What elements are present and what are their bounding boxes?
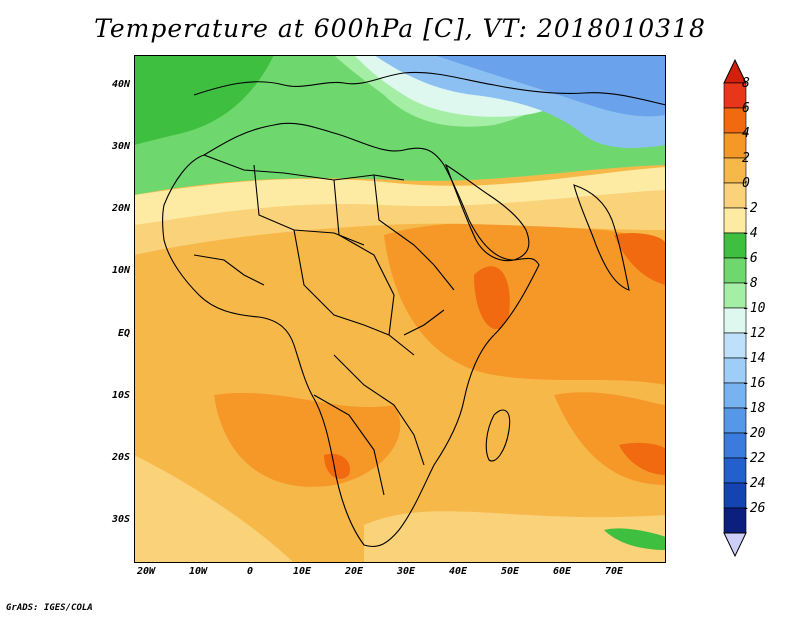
- country-border: [333, 354, 425, 466]
- colorbar-label: -2: [742, 201, 758, 216]
- temperature-field: [384, 223, 666, 385]
- colorbar-label: -20: [742, 426, 766, 441]
- country-border: [203, 154, 405, 181]
- colorbar-label: -12: [742, 326, 766, 341]
- colorbar-overflow-bottom: [723, 532, 747, 558]
- colorbar-label: 6: [742, 101, 750, 116]
- colorbar-label: 8: [742, 76, 750, 91]
- country-border: [333, 179, 395, 336]
- map-title: Temperature at 600hPa [C], VT: 201801031…: [94, 14, 706, 43]
- colorbar-label: -4: [742, 226, 758, 241]
- lat-tick-label: 30S: [111, 514, 130, 525]
- madagascar-coastline: [485, 409, 511, 462]
- lon-tick-label: 50E: [500, 566, 520, 577]
- temperature-field: [604, 528, 666, 550]
- colorbar-label: -24: [742, 476, 766, 491]
- country-border: [313, 394, 385, 496]
- lon-tick-label: 60E: [552, 566, 572, 577]
- country-border: [193, 254, 265, 286]
- credit-label: GrADS: IGES/COLA: [6, 603, 93, 613]
- lat-tick-label: 20S: [111, 452, 130, 463]
- coastline-outline: [161, 71, 666, 548]
- colorbar-label: -10: [742, 301, 766, 316]
- colorbar-label: -16: [742, 376, 766, 391]
- colorbar-scale: [723, 58, 747, 558]
- temperature-field: [364, 511, 666, 563]
- temperature-field: [434, 55, 666, 117]
- colorbar-label: -14: [742, 351, 766, 366]
- lat-tick-label: 10N: [111, 265, 130, 276]
- country-border: [373, 174, 455, 291]
- lon-tick-label: 30E: [396, 566, 416, 577]
- lat-tick-label: 40N: [111, 79, 130, 90]
- temperature-field: [134, 55, 274, 145]
- colorbar-label: -22: [742, 451, 766, 466]
- lon-tick-label: 10E: [292, 566, 312, 577]
- lat-tick-label: 20N: [111, 203, 130, 214]
- colorbar-label: -26: [742, 501, 766, 516]
- lon-tick-label: 40E: [448, 566, 468, 577]
- country-border: [403, 309, 445, 336]
- lon-tick-label: 20E: [344, 566, 364, 577]
- lon-tick-label: 70E: [604, 566, 624, 577]
- colorbar-label: 2: [742, 151, 750, 166]
- arabia-coastline: [444, 163, 530, 262]
- temperature-field: [614, 233, 666, 285]
- lon-tick-label: 20W: [136, 566, 156, 577]
- colorbar-label: -8: [742, 276, 758, 291]
- africa-coastline: [161, 122, 540, 548]
- temperature-field: [214, 392, 401, 487]
- temperature-map: [134, 55, 666, 563]
- temperature-field: [474, 266, 510, 330]
- temperature-field: [619, 442, 666, 475]
- lat-tick-label: 10S: [111, 390, 130, 401]
- temperature-field: [324, 453, 350, 479]
- colorbar-label: -18: [742, 401, 766, 416]
- colorbar-label: 0: [742, 176, 750, 191]
- colorbar-label: 4: [742, 126, 750, 141]
- country-border: [293, 229, 415, 356]
- lat-tick-label: 30N: [111, 141, 130, 152]
- lat-tick-label: EQ: [117, 328, 130, 339]
- colorbar-label: -6: [742, 251, 758, 266]
- india-coastline: [573, 184, 630, 291]
- europe-coastline: [193, 71, 666, 106]
- colorbar: [720, 58, 790, 558]
- temperature-field: [134, 167, 666, 225]
- map-canvas: [134, 55, 666, 563]
- temperature-field: [134, 455, 294, 563]
- lon-tick-label: 0: [246, 566, 254, 577]
- map-border: [134, 55, 666, 563]
- lon-tick-label: 10W: [188, 566, 208, 577]
